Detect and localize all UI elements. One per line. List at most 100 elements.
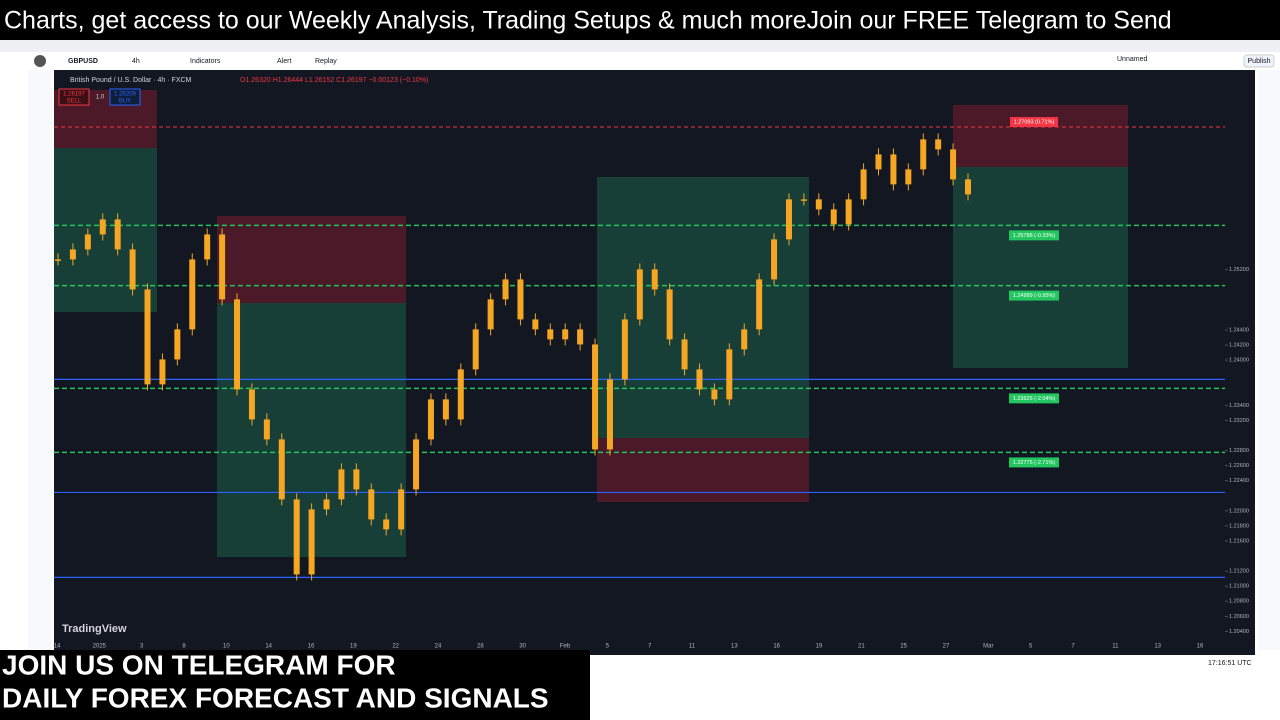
y-tick-label: 1.21000 xyxy=(1229,584,1249,590)
candle-body xyxy=(353,469,360,490)
candle-body xyxy=(756,279,763,330)
x-tick-label: 19 xyxy=(350,644,357,650)
x-tick-label: 24 xyxy=(435,644,442,650)
y-tick-label: 1.20800 xyxy=(1229,599,1249,605)
x-tick-label: 13 xyxy=(1154,644,1161,650)
buy-price[interactable]: 1.26209 xyxy=(114,92,136,98)
y-tick-label: 1.25200 xyxy=(1229,267,1249,273)
sell-button[interactable] xyxy=(58,88,90,106)
x-tick-label: Feb xyxy=(560,644,571,650)
brand: TradingView xyxy=(62,623,127,635)
candle-body xyxy=(920,139,927,170)
candle-body xyxy=(681,339,688,370)
y-tick-label: 1.22800 xyxy=(1229,448,1249,454)
sell-price[interactable]: 1.26197 xyxy=(63,92,85,98)
candle-body xyxy=(457,369,464,420)
candle-body xyxy=(741,329,748,350)
candle-body xyxy=(845,199,852,225)
candle-body xyxy=(219,234,226,300)
candle-body xyxy=(263,419,270,440)
candle-body xyxy=(114,219,121,250)
x-tick-label: 21 xyxy=(858,644,865,650)
candle-body xyxy=(248,389,255,420)
candle-body xyxy=(129,249,136,290)
x-tick-label: 8 xyxy=(182,644,186,650)
candle-body xyxy=(442,399,449,420)
candle-body xyxy=(189,259,196,330)
candle-body xyxy=(338,469,345,500)
candle-body xyxy=(785,199,792,240)
candle-body xyxy=(965,179,971,195)
candle-body xyxy=(711,389,718,400)
x-tick-label: 28 xyxy=(477,644,484,650)
y-tick-label: 1.22000 xyxy=(1229,508,1249,514)
candle-body xyxy=(666,289,673,340)
banner-text: Charts, get access to our Weekly Analysi… xyxy=(4,7,1172,35)
candle-body xyxy=(830,209,837,225)
browser-bar xyxy=(0,40,1280,52)
level-label-bg xyxy=(1009,230,1059,241)
candle-body xyxy=(502,279,509,300)
buy[interactable]: BUY xyxy=(119,99,131,105)
candle-body xyxy=(487,299,494,330)
x-tick-label: 16 xyxy=(1197,644,1204,650)
x-tick-label: 7 xyxy=(1071,644,1075,650)
banner-line: DAILY FOREX FORECAST AND SIGNALS xyxy=(2,682,549,713)
candle-body xyxy=(696,369,703,390)
candle-body xyxy=(726,349,733,400)
x-tick-label: 27 xyxy=(943,644,950,650)
x-tick-label: 11 xyxy=(689,644,696,650)
y-tick-label: 1.21200 xyxy=(1229,569,1249,575)
profit-box xyxy=(597,177,809,438)
buy-button[interactable] xyxy=(109,88,141,106)
candle-body xyxy=(278,439,285,500)
publish-button[interactable] xyxy=(1243,54,1275,68)
candle-body xyxy=(562,329,569,340)
candle-body xyxy=(815,199,822,210)
loss-box xyxy=(217,216,406,303)
interval[interactable]: 4h xyxy=(132,58,140,65)
candle-body xyxy=(159,359,166,385)
x-tick-label: 3 xyxy=(140,644,144,650)
candle-body xyxy=(427,399,434,440)
level-label: 1.22775 (-2.71%) xyxy=(1013,460,1056,466)
y-tick-label: 1.23200 xyxy=(1229,418,1249,424)
x-tick-label: 11 xyxy=(1112,644,1119,650)
top-banner xyxy=(0,0,1280,40)
avatar[interactable] xyxy=(34,55,46,67)
symbol[interactable]: GBPUSD xyxy=(68,58,98,65)
x-tick-label: 16 xyxy=(773,644,780,650)
x-tick-label: 10 xyxy=(223,644,230,650)
candle-body xyxy=(234,299,241,390)
candle-body xyxy=(383,519,390,530)
candle-body xyxy=(860,169,867,200)
candle-body xyxy=(547,329,554,340)
layout-name[interactable]: Unnamed xyxy=(1117,56,1147,63)
toolbar xyxy=(28,52,1280,70)
publish[interactable]: Publish xyxy=(1248,58,1271,65)
candle-body xyxy=(174,329,181,360)
y-tick-label: 1.24200 xyxy=(1229,342,1249,348)
candle-body xyxy=(398,489,405,530)
level-label-bg xyxy=(1009,393,1059,404)
x-tick-label: 22 xyxy=(392,644,399,650)
x-tick-label: Mar xyxy=(983,644,993,650)
alert[interactable]: Alert xyxy=(277,58,291,65)
y-tick-label: 1.24000 xyxy=(1229,358,1249,364)
size: 1.0 xyxy=(96,95,105,101)
candle-body xyxy=(84,234,91,250)
candle-body xyxy=(308,509,315,575)
sell[interactable]: SELL xyxy=(67,99,82,105)
x-tick-label: 7 xyxy=(648,644,652,650)
candle-body xyxy=(935,139,942,150)
level-label-bg xyxy=(1009,457,1059,468)
candle-body xyxy=(293,499,300,575)
plot: 1.20400 1.20600 1.20800 1.21000 1.21200 1.216… xyxy=(54,117,1249,635)
left-toolbar xyxy=(28,70,52,650)
indicators[interactable]: Indicators xyxy=(190,58,221,65)
level-label: 1.25788 (-0.33%) xyxy=(1013,233,1056,239)
replay[interactable]: Replay xyxy=(315,58,337,65)
candle-body xyxy=(204,234,211,260)
x-tick-label: 16 xyxy=(308,644,315,650)
